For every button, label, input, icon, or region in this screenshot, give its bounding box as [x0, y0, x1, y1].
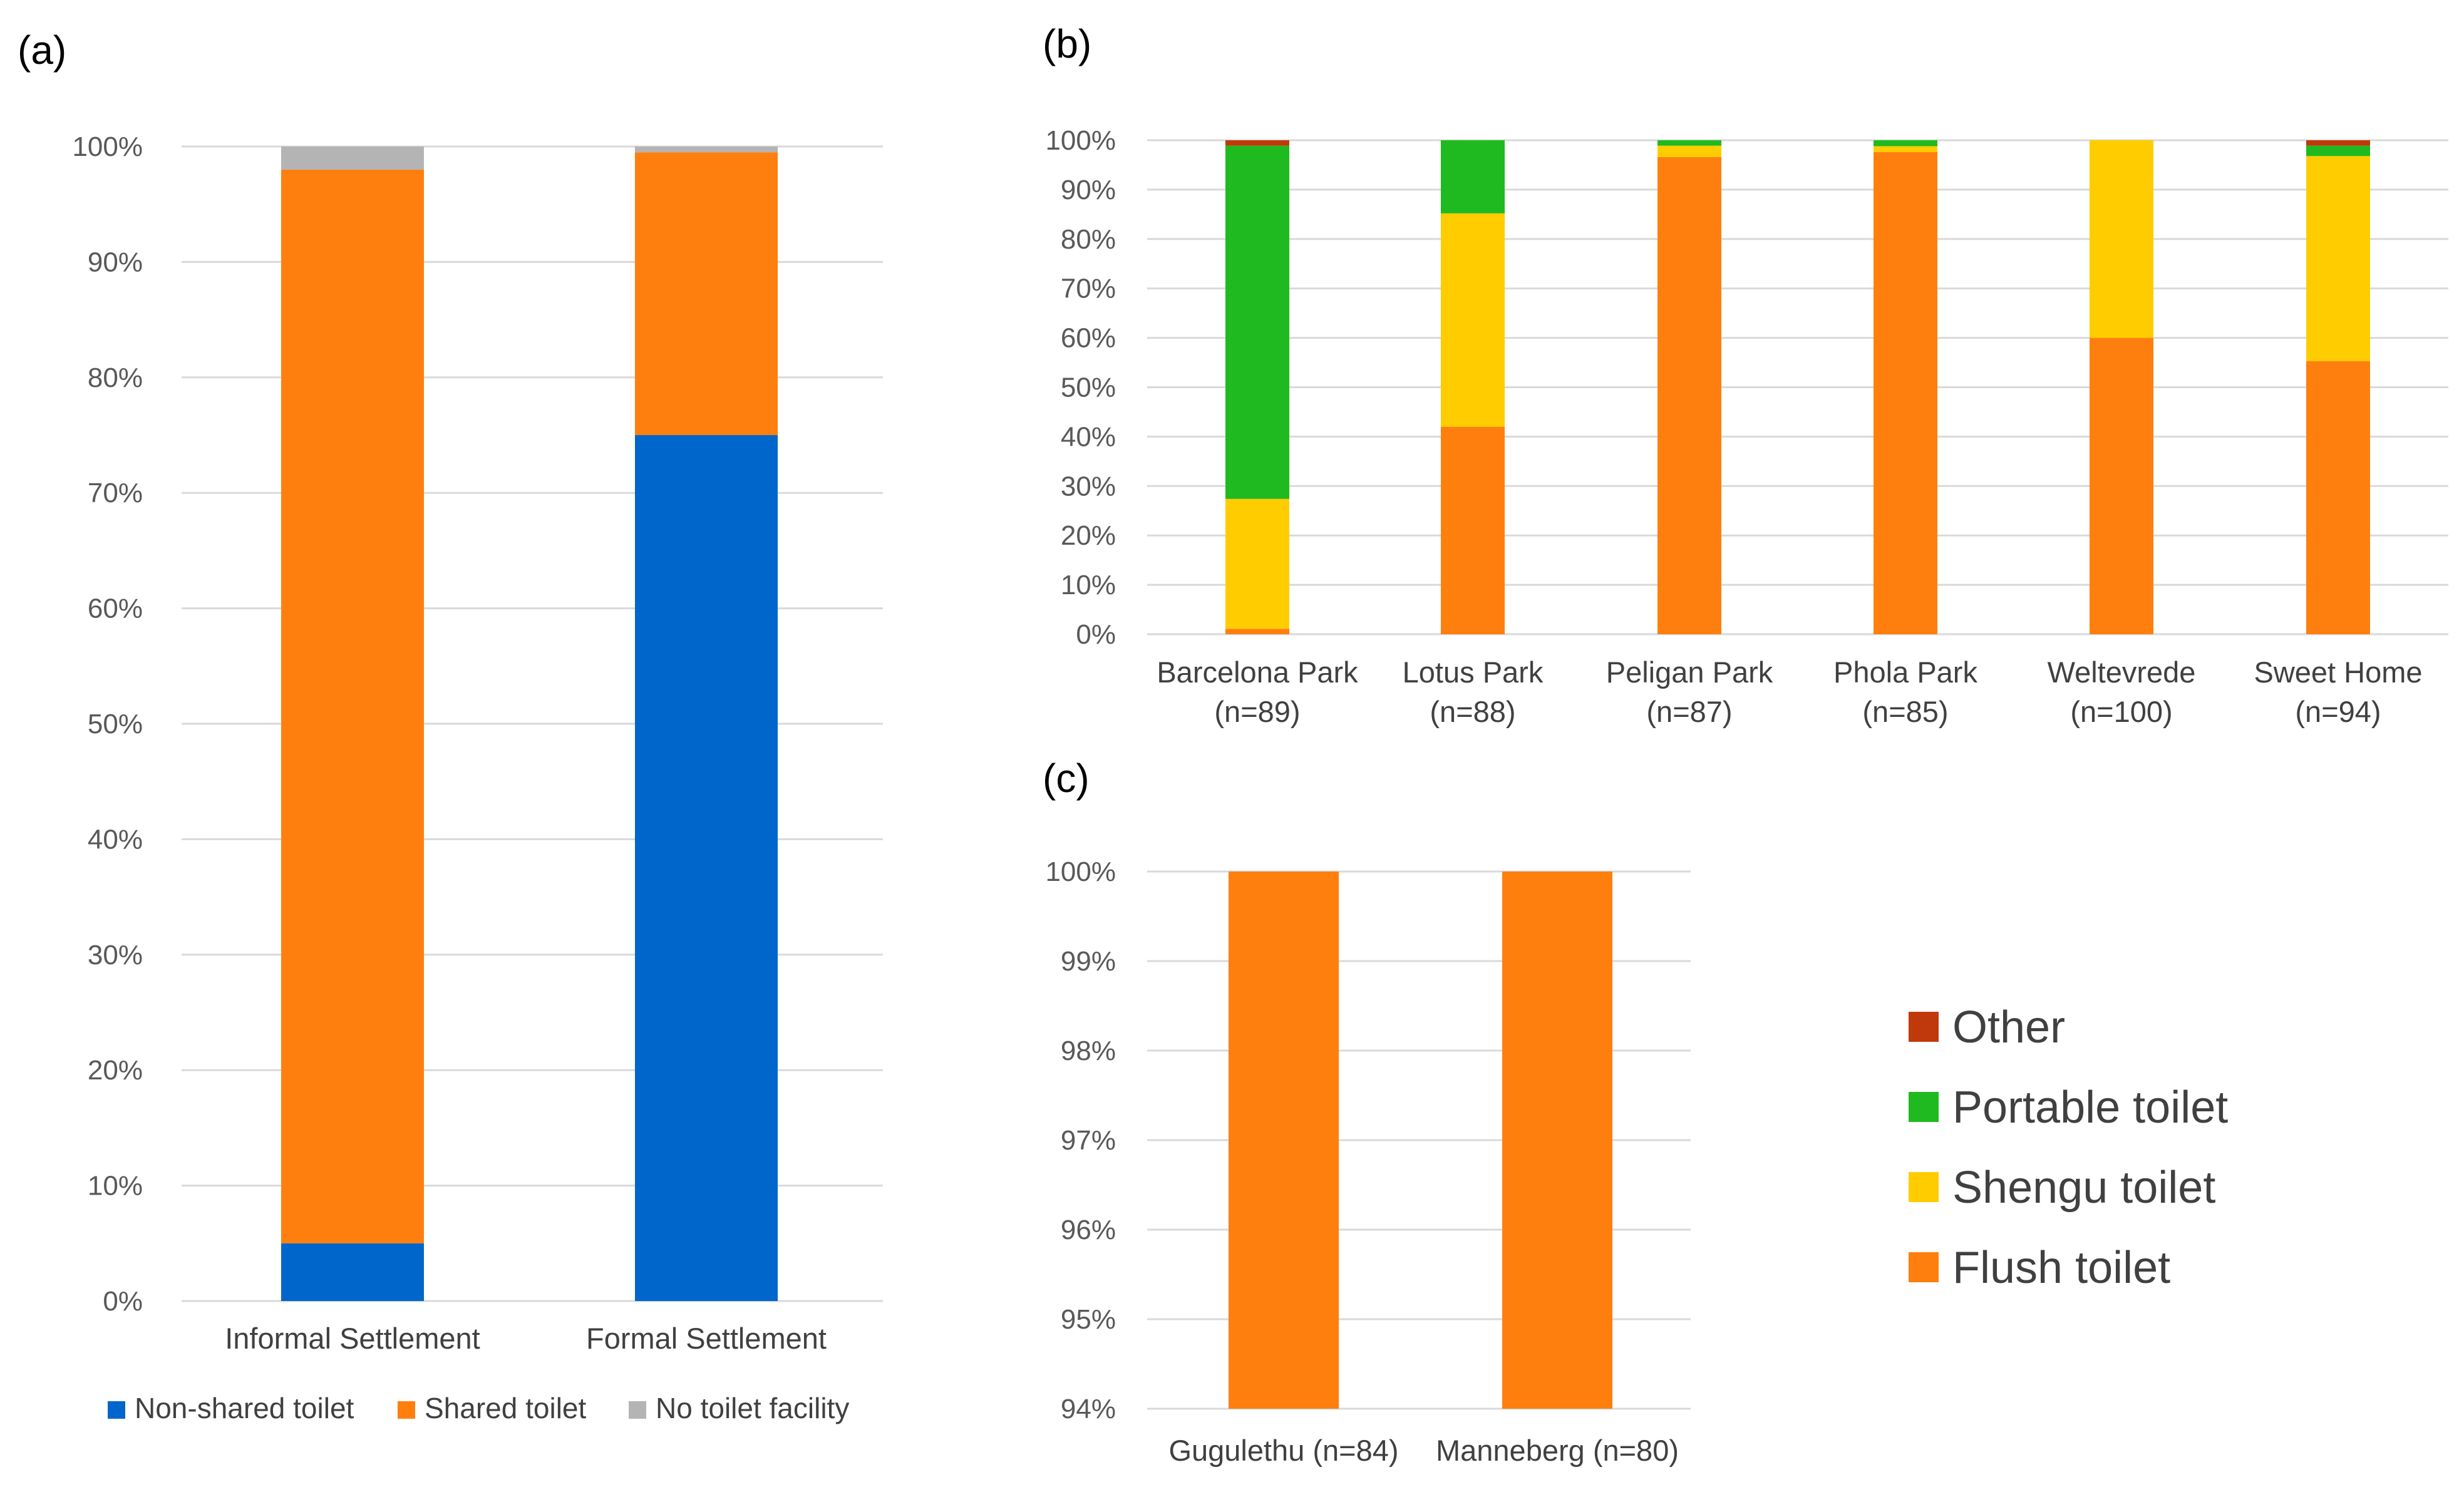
legend-swatch-flush-toilet	[1909, 1252, 1939, 1282]
category-label: Weltevrede	[2048, 656, 2196, 689]
y-tick-label: 30%	[88, 940, 143, 970]
bar-barcelona-park-flush-toilet	[1225, 629, 1289, 634]
bar-barcelona-park-other	[1225, 140, 1289, 146]
y-tick-label: 98%	[1061, 1036, 1116, 1066]
category-label: Sweet Home	[2254, 656, 2422, 689]
y-tick-label: 94%	[1061, 1394, 1116, 1424]
legend-label-portable-toilet: Portable toilet	[1952, 1083, 2228, 1133]
y-tick-label: 60%	[88, 594, 143, 624]
legend-toilet-types: Other Portable toilet Shengu toilet Flush t…	[1909, 1002, 2228, 1293]
bar-lotus-park-shengu-toilet	[1441, 213, 1505, 427]
y-tick-label: 40%	[1061, 421, 1116, 452]
legend-swatch-no-toilet-facility	[629, 1401, 646, 1419]
y-tick-label: 70%	[1061, 274, 1116, 304]
bar-gugulethu-n-84-flush-toilet	[1229, 872, 1339, 1409]
y-tick-label: 10%	[88, 1171, 143, 1201]
bar-manneberg-n-80-flush-toilet	[1502, 872, 1612, 1409]
category-n-label: (n=94)	[2295, 695, 2381, 728]
y-tick-label: 10%	[1061, 570, 1116, 600]
panel-c-label: (c)	[1043, 756, 1090, 801]
bar-informal-settlement-no-toilet-facility	[281, 147, 424, 170]
legend-panel-a: Non-shared toilet Shared toilet No toilet …	[108, 1392, 849, 1424]
legend-label-no-toilet-facility: No toilet facility	[656, 1392, 849, 1424]
panel-a-label: (a)	[18, 28, 66, 73]
category-n-label: (n=100)	[2070, 695, 2172, 728]
y-tick-label: 100%	[1045, 125, 1116, 156]
legend-label-other: Other	[1952, 1002, 2065, 1052]
y-tick-label: 50%	[1061, 373, 1116, 403]
y-tick-label: 99%	[1061, 946, 1116, 977]
y-tick-label: 70%	[88, 478, 143, 508]
bar-sweet-home-other	[2306, 140, 2370, 146]
category-n-label: (n=88)	[1430, 695, 1515, 728]
panel-b-label: (b)	[1043, 21, 1091, 66]
category-label: Manneberg (n=80)	[1436, 1434, 1679, 1467]
y-tick-label: 40%	[88, 824, 143, 855]
category-label: Gugulethu (n=84)	[1168, 1434, 1398, 1467]
y-tick-label: 96%	[1061, 1215, 1116, 1245]
legend-swatch-portable-toilet	[1909, 1092, 1939, 1122]
category-label: Barcelona Park	[1157, 656, 1358, 689]
bar-barcelona-park-portable-toilet	[1225, 145, 1289, 499]
category-n-label: (n=87)	[1646, 695, 1732, 728]
legend-label-shengu-toilet: Shengu toilet	[1952, 1163, 2215, 1213]
category-label: Formal Settlement	[586, 1322, 827, 1355]
y-tick-label: 80%	[1061, 224, 1116, 255]
y-tick-label: 20%	[1061, 520, 1116, 551]
bar-formal-settlement-non-shared-toilet	[635, 435, 778, 1301]
bar-phola-park-portable-toilet	[1874, 140, 1937, 147]
bar-formal-settlement-shared-toilet	[635, 152, 778, 435]
panel-b-chart: (b) 0% 10% 20% 30% 40% 50% 60% 70% 80% 90% 100% Barc…	[1043, 21, 2448, 728]
bar-peligan-park-portable-toilet	[1657, 140, 1721, 146]
y-tick-label: 80%	[88, 363, 143, 393]
bar-lotus-park-portable-toilet	[1441, 140, 1505, 214]
bar-lotus-park-flush-toilet	[1441, 426, 1505, 634]
y-tick-label: 100%	[1045, 857, 1116, 887]
y-tick-label: 95%	[1061, 1304, 1116, 1335]
category-n-label: (n=85)	[1862, 695, 1948, 728]
legend-swatch-shengu-toilet	[1909, 1172, 1939, 1202]
bar-sweet-home-portable-toilet	[2306, 145, 2370, 157]
category-label: Peligan Park	[1606, 656, 1773, 689]
category-label: Phola Park	[1833, 656, 1977, 689]
y-tick-label: 60%	[1061, 323, 1116, 354]
legend-swatch-non-shared-toilet	[108, 1401, 125, 1419]
y-tick-label: 0%	[103, 1286, 143, 1317]
bar-informal-settlement-non-shared-toilet	[281, 1243, 424, 1301]
y-tick-label: 0%	[1076, 619, 1116, 650]
bar-peligan-park-flush-toilet	[1657, 157, 1721, 635]
panel-c-chart: (c) 94% 95% 96% 97% 98% 99% 100% Gugulethu (n=84…	[1043, 756, 1691, 1467]
y-tick-label: 90%	[88, 247, 143, 277]
bar-weltevrede-shengu-toilet	[2090, 140, 2153, 338]
bar-sweet-home-flush-toilet	[2306, 361, 2370, 634]
category-n-label: (n=89)	[1214, 695, 1300, 728]
y-tick-label: 30%	[1061, 471, 1116, 502]
bar-formal-settlement-no-toilet-facility	[635, 147, 778, 153]
legend-swatch-other	[1909, 1012, 1939, 1042]
bar-peligan-park-shengu-toilet	[1657, 145, 1721, 157]
y-tick-label: 100%	[72, 131, 143, 162]
y-tick-label: 50%	[88, 709, 143, 739]
legend-label-shared-toilet: Shared toilet	[425, 1392, 586, 1424]
y-tick-label: 20%	[88, 1055, 143, 1086]
legend-label-non-shared-toilet: Non-shared toilet	[135, 1392, 354, 1424]
panel-a-chart: (a) 0% 10% 20% 30% 40% 50% 60% 70% 80% 90% 100% Info…	[18, 28, 883, 1355]
category-label: Lotus Park	[1403, 656, 1544, 689]
legend-swatch-shared-toilet	[398, 1401, 415, 1419]
bar-phola-park-shengu-toilet	[1874, 146, 1937, 152]
bar-weltevrede-flush-toilet	[2090, 337, 2153, 634]
bar-phola-park-flush-toilet	[1874, 152, 1937, 634]
bar-informal-settlement-shared-toilet	[281, 169, 424, 1243]
legend-label-flush-toilet: Flush toilet	[1952, 1243, 2170, 1293]
category-label: Informal Settlement	[225, 1322, 480, 1355]
y-tick-label: 90%	[1061, 175, 1116, 205]
y-tick-label: 97%	[1061, 1125, 1116, 1156]
bar-sweet-home-shengu-toilet	[2306, 156, 2370, 361]
bar-barcelona-park-shengu-toilet	[1225, 498, 1289, 629]
